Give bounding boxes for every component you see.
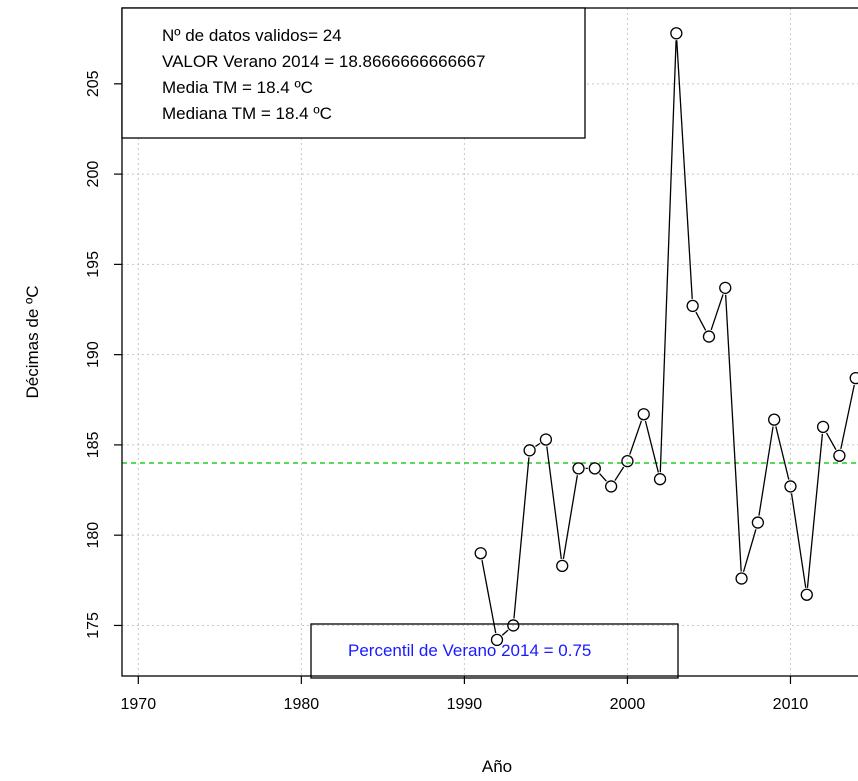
x-tick-label: 2000: [610, 696, 646, 713]
series-segment: [676, 40, 693, 299]
series-segment: [501, 629, 509, 636]
data-series: [474, 27, 858, 647]
data-point: [556, 559, 569, 573]
series-segment: [535, 442, 541, 447]
data-point: [523, 444, 536, 457]
info-box: Nº de datos validos= 24 VALOR Verano 201…: [121, 7, 586, 139]
info-box-frame: [121, 7, 586, 139]
series-segment: [710, 294, 724, 331]
info-line-value: VALOR Verano 2014 = 18.8666666666667: [162, 52, 485, 71]
data-point: [637, 408, 650, 421]
series-segment: [562, 475, 579, 560]
series-segment: [659, 40, 677, 473]
percentil-box-frame: [310, 623, 679, 679]
series-segment: [840, 384, 855, 450]
y-tick-label: 200: [85, 161, 102, 188]
data-point: [735, 572, 748, 585]
series-segment: [481, 559, 497, 634]
data-point: [670, 27, 683, 40]
y-tick-label: 185: [85, 431, 102, 458]
series-segment: [695, 311, 707, 331]
info-line-mean: Media TM = 18.4 ºC: [162, 78, 313, 97]
data-point: [604, 480, 618, 493]
data-point: [816, 420, 830, 434]
y-axis-title: Décimas de ºC: [23, 286, 42, 399]
percentil-label: Percentil de Verano 2014 = 0.75: [348, 641, 591, 660]
data-point: [588, 462, 601, 475]
series-segment: [546, 446, 562, 560]
series-segment: [599, 473, 607, 482]
y-tick-label: 195: [85, 251, 102, 278]
data-point: [621, 455, 634, 468]
data-point: [768, 413, 781, 426]
data-point: [474, 547, 487, 560]
info-line-count: Nº de datos validos= 24: [162, 26, 342, 45]
x-tick-label: 2010: [773, 696, 809, 713]
x-axis: 1970 1980 1990 2000 2010: [121, 676, 809, 713]
data-point: [751, 516, 765, 529]
data-point: [653, 473, 667, 486]
series-segment: [775, 426, 790, 480]
data-point: [572, 462, 585, 475]
series-segment: [742, 529, 757, 572]
data-point: [833, 449, 846, 462]
series-segment: [825, 432, 837, 450]
data-point: [849, 371, 858, 385]
series-segment: [614, 466, 625, 481]
data-point: [507, 619, 520, 632]
data-point: [702, 330, 716, 343]
x-tick-label: 1990: [447, 696, 483, 713]
y-axis: 175 180 185 190 195 200 205: [85, 70, 122, 639]
y-tick-label: 190: [85, 341, 102, 368]
series-segment: [806, 433, 824, 588]
data-point: [800, 588, 813, 601]
data-point: [719, 281, 732, 294]
data-point: [784, 480, 797, 493]
series-segment: [629, 420, 643, 455]
series-segment: [725, 294, 742, 572]
data-point: [686, 299, 699, 313]
y-tick-label: 175: [85, 612, 102, 639]
x-tick-label: 1980: [284, 696, 320, 713]
series-segment: [644, 420, 659, 473]
x-axis-title: Año: [482, 757, 512, 776]
series-segment: [513, 457, 530, 619]
data-point: [539, 433, 553, 446]
percentil-box: Percentil de Verano 2014 = 0.75: [310, 623, 679, 679]
info-line-median: Mediana TM = 18.4 ºC: [162, 104, 332, 123]
y-tick-label: 205: [85, 70, 102, 97]
series-segment: [758, 426, 774, 516]
series-segment: [790, 493, 807, 588]
x-tick-label: 1970: [121, 696, 157, 713]
data-point: [490, 633, 504, 647]
y-tick-label: 180: [85, 522, 102, 549]
